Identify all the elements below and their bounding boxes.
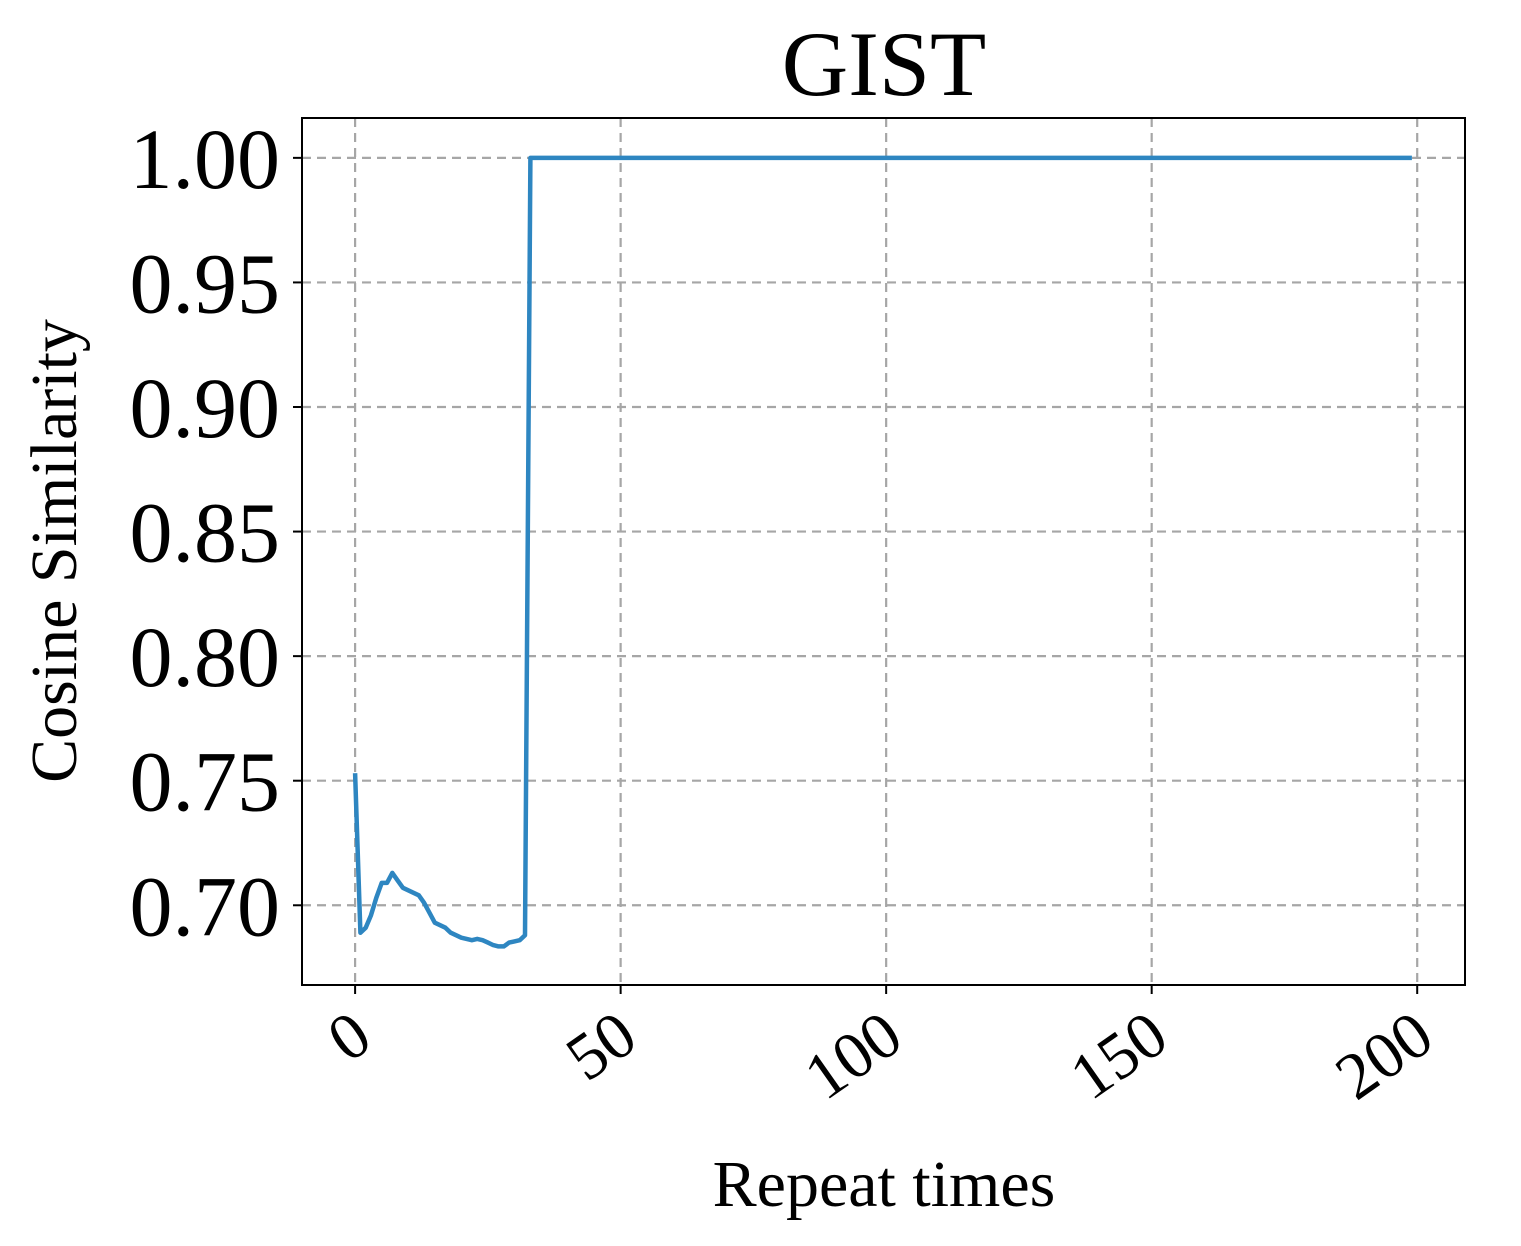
chart-title: GIST xyxy=(782,13,986,115)
y-tick-label: 1.00 xyxy=(130,111,281,207)
y-axis-label: Cosine Similarity xyxy=(18,319,91,783)
plot-frame xyxy=(301,117,1466,986)
series-line xyxy=(352,155,1412,949)
y-tick-label: 0.75 xyxy=(130,734,281,830)
x-axis-label: Repeat times xyxy=(713,1148,1056,1221)
y-tick-label: 0.80 xyxy=(130,609,281,705)
axis-ticks xyxy=(293,156,1419,994)
y-tick-label: 0.95 xyxy=(130,235,281,331)
y-tick-label: 0.85 xyxy=(130,485,281,581)
y-tick-labels: 0.70 0.75 0.80 0.85 0.90 0.95 1.00 xyxy=(130,111,281,954)
series-layer xyxy=(352,155,1412,949)
y-tick-label: 0.90 xyxy=(130,360,281,456)
y-tick-label: 0.70 xyxy=(130,858,281,954)
